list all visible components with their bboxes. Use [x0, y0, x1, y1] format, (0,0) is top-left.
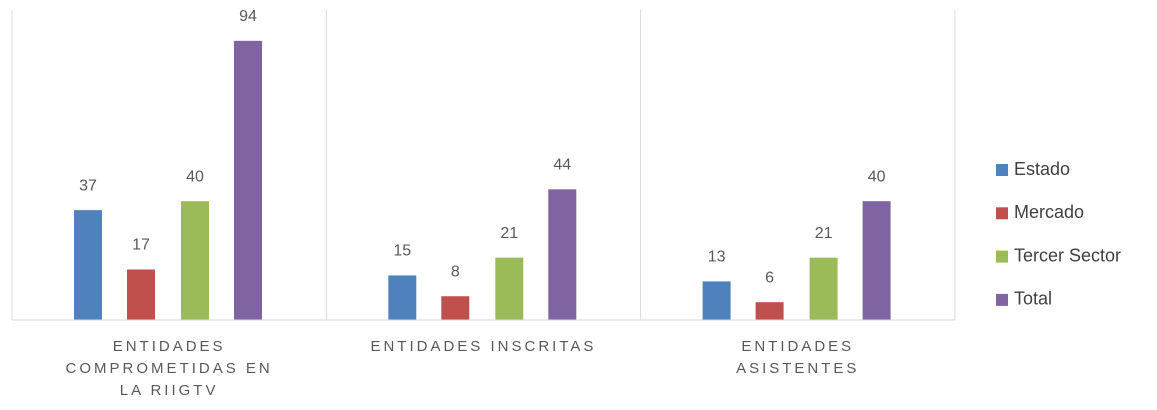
data-label: 94 [239, 8, 257, 25]
bar [495, 257, 524, 320]
x-tick-label: ENTIDADES INSCRITAS [370, 338, 597, 355]
bar [702, 281, 731, 320]
bar [441, 296, 470, 320]
x-tick-label: ENTIDADES COMPROMETIDAS EN LA RIIGTV [65, 338, 273, 399]
data-label: 8 [451, 263, 460, 280]
bar [755, 302, 784, 320]
data-label: 40 [186, 168, 204, 185]
legend-swatch [996, 207, 1008, 220]
bar [234, 40, 262, 320]
legend-label: Tercer Sector [1014, 245, 1121, 265]
bar [127, 269, 155, 320]
data-label: 44 [553, 157, 571, 174]
data-label: 37 [79, 177, 97, 194]
bar [809, 257, 838, 320]
legend-swatch [996, 293, 1008, 306]
legend-swatch [996, 164, 1008, 176]
bar [862, 201, 891, 320]
bar [74, 210, 102, 320]
legend-swatch [996, 250, 1008, 263]
data-label: 17 [132, 237, 150, 254]
legend-label: Total [1014, 289, 1052, 309]
data-label: 40 [868, 168, 886, 185]
bar [181, 201, 209, 320]
bar [548, 189, 577, 320]
data-label: 21 [500, 225, 518, 242]
bar [388, 275, 417, 320]
data-label: 15 [393, 243, 411, 260]
data-label: 6 [765, 269, 774, 286]
data-label: 13 [708, 249, 726, 266]
x-tick-label: ENTIDADES ASISTENTES [736, 338, 860, 377]
legend-label: Mercado [1014, 202, 1084, 222]
legend-label: Estado [1014, 159, 1070, 179]
data-label: 21 [815, 225, 833, 242]
